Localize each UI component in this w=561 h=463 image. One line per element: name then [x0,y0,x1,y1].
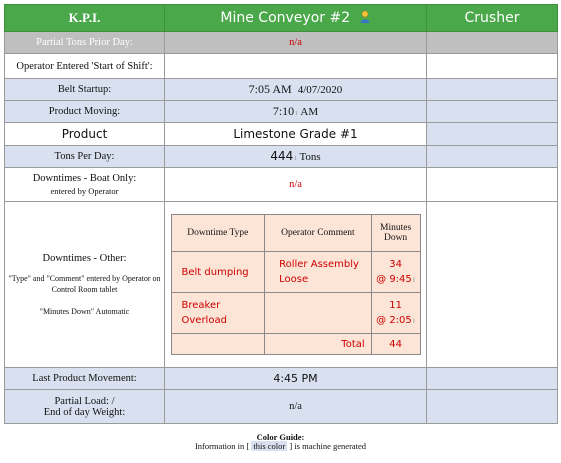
product-label: Product [4,122,165,146]
start-shift-value[interactable] [164,53,427,79]
belt-startup-label: Belt Startup: [4,78,165,101]
last-movement-crusher [426,367,558,390]
partial-tons-label: Partial Tons Prior Day: [4,31,165,54]
downtime-row[interactable]: Breaker Overload 11 @ 2:05ı [170,292,421,334]
header-mine-conveyor[interactable]: Mine Conveyor #2 [164,4,427,32]
partial-load-value: n/a [164,389,427,424]
minutes-down-value: 11 [389,300,402,311]
header-kpi: K.P.I. [4,4,165,32]
row-start-shift: Operator Entered 'Start of Shift': [4,53,558,79]
operator-comment-line2: Loose [279,274,309,285]
row-boat-only: Downtimes - Boat Only: entered by Operat… [4,167,558,202]
downtime-type-line2: Overload [181,315,227,326]
start-shift-crusher [426,53,558,79]
tons-per-day-crusher [426,145,558,168]
product-moving-suffix: AM [300,106,319,118]
start-shift-label: Operator Entered 'Start of Shift': [4,53,165,79]
color-guide-prefix: Information in [ [194,441,250,451]
header-mine-label: Mine Conveyor #2 [220,10,351,26]
color-guide-text: Information in [ this color ] is machine… [0,441,561,451]
operator-comment-header: Operator Comment [264,214,372,252]
downtime-total-label: Total [264,333,372,355]
product-moving-time: 7:10 [272,104,295,118]
partial-tons-crusher [426,31,558,54]
downtime-type-header: Downtime Type [170,214,266,252]
header-row: K.P.I. Mine Conveyor #2 Crusher [4,4,558,32]
minutes-down: 11 @ 2:05ı [370,292,421,334]
row-downtimes-other: Downtimes - Other: "Type" and "Comment" … [4,201,558,368]
row-product-moving: Product Moving: 7:10ı AM [4,100,558,123]
downtime-total-row: Total 44 [170,333,421,355]
color-guide-swatch: this color [251,441,288,451]
row-last-movement: Last Product Movement: 4:45 PM [4,367,558,390]
downtimes-other-crusher [426,201,558,368]
row-partial-tons: Partial Tons Prior Day: n/a [4,31,558,54]
partial-tons-value: n/a [164,31,427,54]
tons-per-day-unit: Tons [299,151,321,163]
color-guide-suffix: ] is machine generated [289,441,367,451]
last-movement-label: Last Product Movement: [4,367,165,390]
downtime-type[interactable]: Belt dumping [170,251,266,293]
downtime-type-line1: Breaker [181,300,221,311]
boat-only-crusher [426,167,558,202]
header-crusher[interactable]: Crusher [426,4,558,32]
downtime-type[interactable]: Breaker Overload [170,292,266,334]
partial-load-label2: End of day Weight: [43,406,126,418]
product-value[interactable]: Limestone Grade #1 [164,122,427,146]
downtime-row[interactable]: Belt dumping Roller Assembly Loose 34 @ … [170,251,421,293]
tons-per-day-label: Tons Per Day: [4,145,165,168]
downtime-total-value: 44 [370,333,421,355]
belt-startup-value: 7:05 AM 4/07/2020 [164,78,427,101]
belt-startup-crusher [426,78,558,101]
belt-startup-time: 7:05 AM [248,82,292,96]
partial-load-crusher [426,389,558,424]
downtimes-other-note1: "Type" and "Comment" entered by Operator… [8,273,161,294]
color-guide: Color Guide: Information in [ this color… [0,433,561,451]
minutes-down-time: @ 2:05 [376,315,412,326]
downtime-table: Downtime Type Operator Comment Minutes D… [170,214,421,355]
last-movement-value: 4:45 PM [164,367,427,390]
minutes-down-header: Minutes Down [370,214,421,252]
minutes-down: 34 @ 9:45ı [370,251,421,293]
person-icon [359,10,371,24]
row-partial-load: Partial Load: / End of day Weight: n/a [4,389,558,424]
minutes-down-value: 34 [389,259,402,270]
kpi-table: K.P.I. Mine Conveyor #2 Crusher Partial … [4,4,558,424]
downtimes-other-label: Downtimes - Other: "Type" and "Comment" … [4,201,165,368]
product-crusher [426,122,558,146]
boat-only-sub: entered by Operator [50,186,119,196]
operator-comment-line1: Roller Assembly [279,259,359,270]
tons-per-day-number: 444 [270,149,294,163]
downtime-header-row: Downtime Type Operator Comment Minutes D… [170,214,421,252]
downtime-total-blank [170,333,266,355]
operator-comment[interactable] [264,292,372,334]
minutes-down-time: @ 9:45 [376,274,412,285]
tons-per-day-value: 444ı Tons [164,145,427,168]
operator-comment[interactable]: Roller Assembly Loose [264,251,372,293]
row-product: Product Limestone Grade #1 [4,122,558,146]
boat-only-title: Downtimes - Boat Only: [32,173,137,184]
boat-only-label: Downtimes - Boat Only: entered by Operat… [4,167,165,202]
color-guide-title: Color Guide: [256,432,305,442]
downtimes-other-cell: Downtime Type Operator Comment Minutes D… [164,201,427,368]
row-tons-per-day: Tons Per Day: 444ı Tons [4,145,558,168]
product-moving-label: Product Moving: [4,100,165,123]
downtimes-other-note2: "Minutes Down" Automatic [39,306,130,316]
downtimes-other-title: Downtimes - Other: [42,252,127,264]
row-belt-startup: Belt Startup: 7:05 AM 4/07/2020 [4,78,558,101]
product-moving-crusher [426,100,558,123]
product-moving-value: 7:10ı AM [164,100,427,123]
boat-only-value: n/a [164,167,427,202]
partial-load-label1: Partial Load: / [54,395,115,407]
partial-load-label: Partial Load: / End of day Weight: [4,389,165,424]
belt-startup-date: 4/07/2020 [297,84,343,96]
